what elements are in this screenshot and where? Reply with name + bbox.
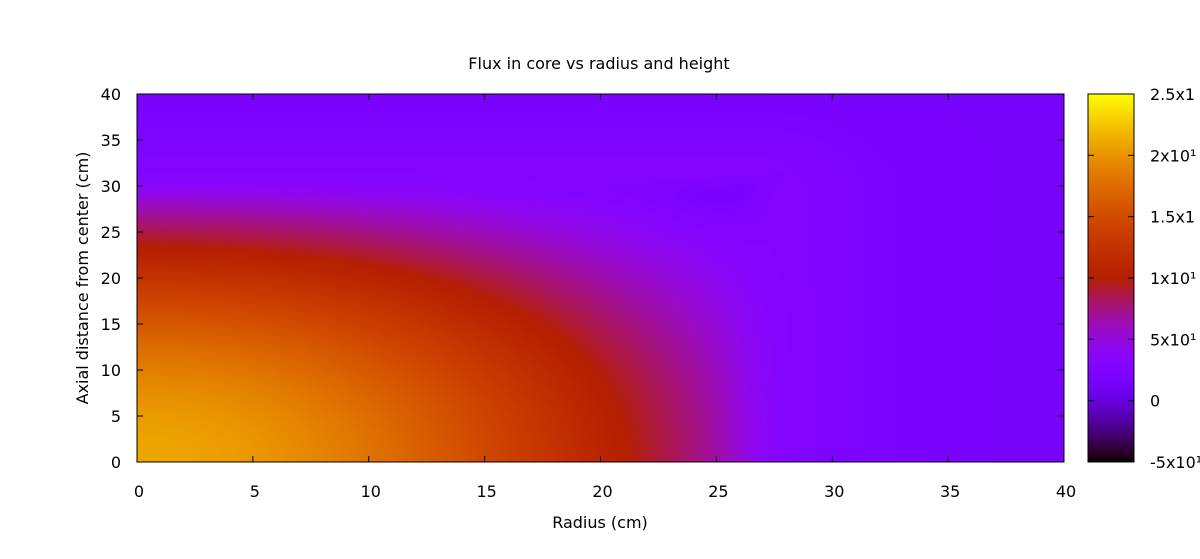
colorbar-tick-label: -5x10¹ (1150, 453, 1200, 472)
x-tick-label: 30 (824, 482, 844, 501)
colorbar-gradient (1088, 94, 1134, 462)
colorbar-tick-label: 0 (1150, 392, 1160, 411)
colorbar-tick-label: 2x10¹ (1150, 146, 1196, 165)
x-axis-ticks: 0 5 10 15 20 25 30 35 40 (134, 94, 1076, 501)
y-tick-label: 25 (101, 223, 121, 242)
colorbar-tick-label: 2.5x1 (1150, 85, 1195, 104)
heatmap-field (137, 94, 1064, 462)
chart-title: Flux in core vs radius and height (468, 54, 729, 73)
y-tick-label: 0 (111, 453, 121, 472)
x-tick-label: 40 (1056, 482, 1076, 501)
y-axis-label: Axial distance from center (cm) (73, 152, 92, 405)
x-tick-label: 25 (708, 482, 728, 501)
x-axis-label: Radius (cm) (552, 513, 648, 532)
y-tick-label: 35 (101, 131, 121, 150)
x-tick-label: 0 (134, 482, 144, 501)
x-tick-label: 15 (476, 482, 496, 501)
colorbar-tick-label: 1.5x1 (1150, 208, 1195, 227)
y-tick-label: 20 (101, 269, 121, 288)
x-tick-label: 35 (940, 482, 960, 501)
y-tick-label: 5 (111, 407, 121, 426)
y-tick-label: 15 (101, 315, 121, 334)
y-tick-label: 30 (101, 177, 121, 196)
x-tick-label: 10 (361, 482, 381, 501)
x-tick-label: 5 (250, 482, 260, 501)
colorbar-tick-label: 5x10¹ (1150, 330, 1196, 349)
y-tick-label: 10 (101, 361, 121, 380)
x-tick-label: 20 (592, 482, 612, 501)
colorbar-ticks: -5x10¹ 0 5x10¹ 1x10¹ 1.5x1 2x10¹ 2.5x1 (1088, 85, 1200, 472)
colorbar-tick-label: 1x10¹ (1150, 269, 1196, 288)
y-axis-ticks: 0 5 10 15 20 25 30 35 40 (101, 85, 1064, 472)
y-tick-label: 40 (101, 85, 121, 104)
